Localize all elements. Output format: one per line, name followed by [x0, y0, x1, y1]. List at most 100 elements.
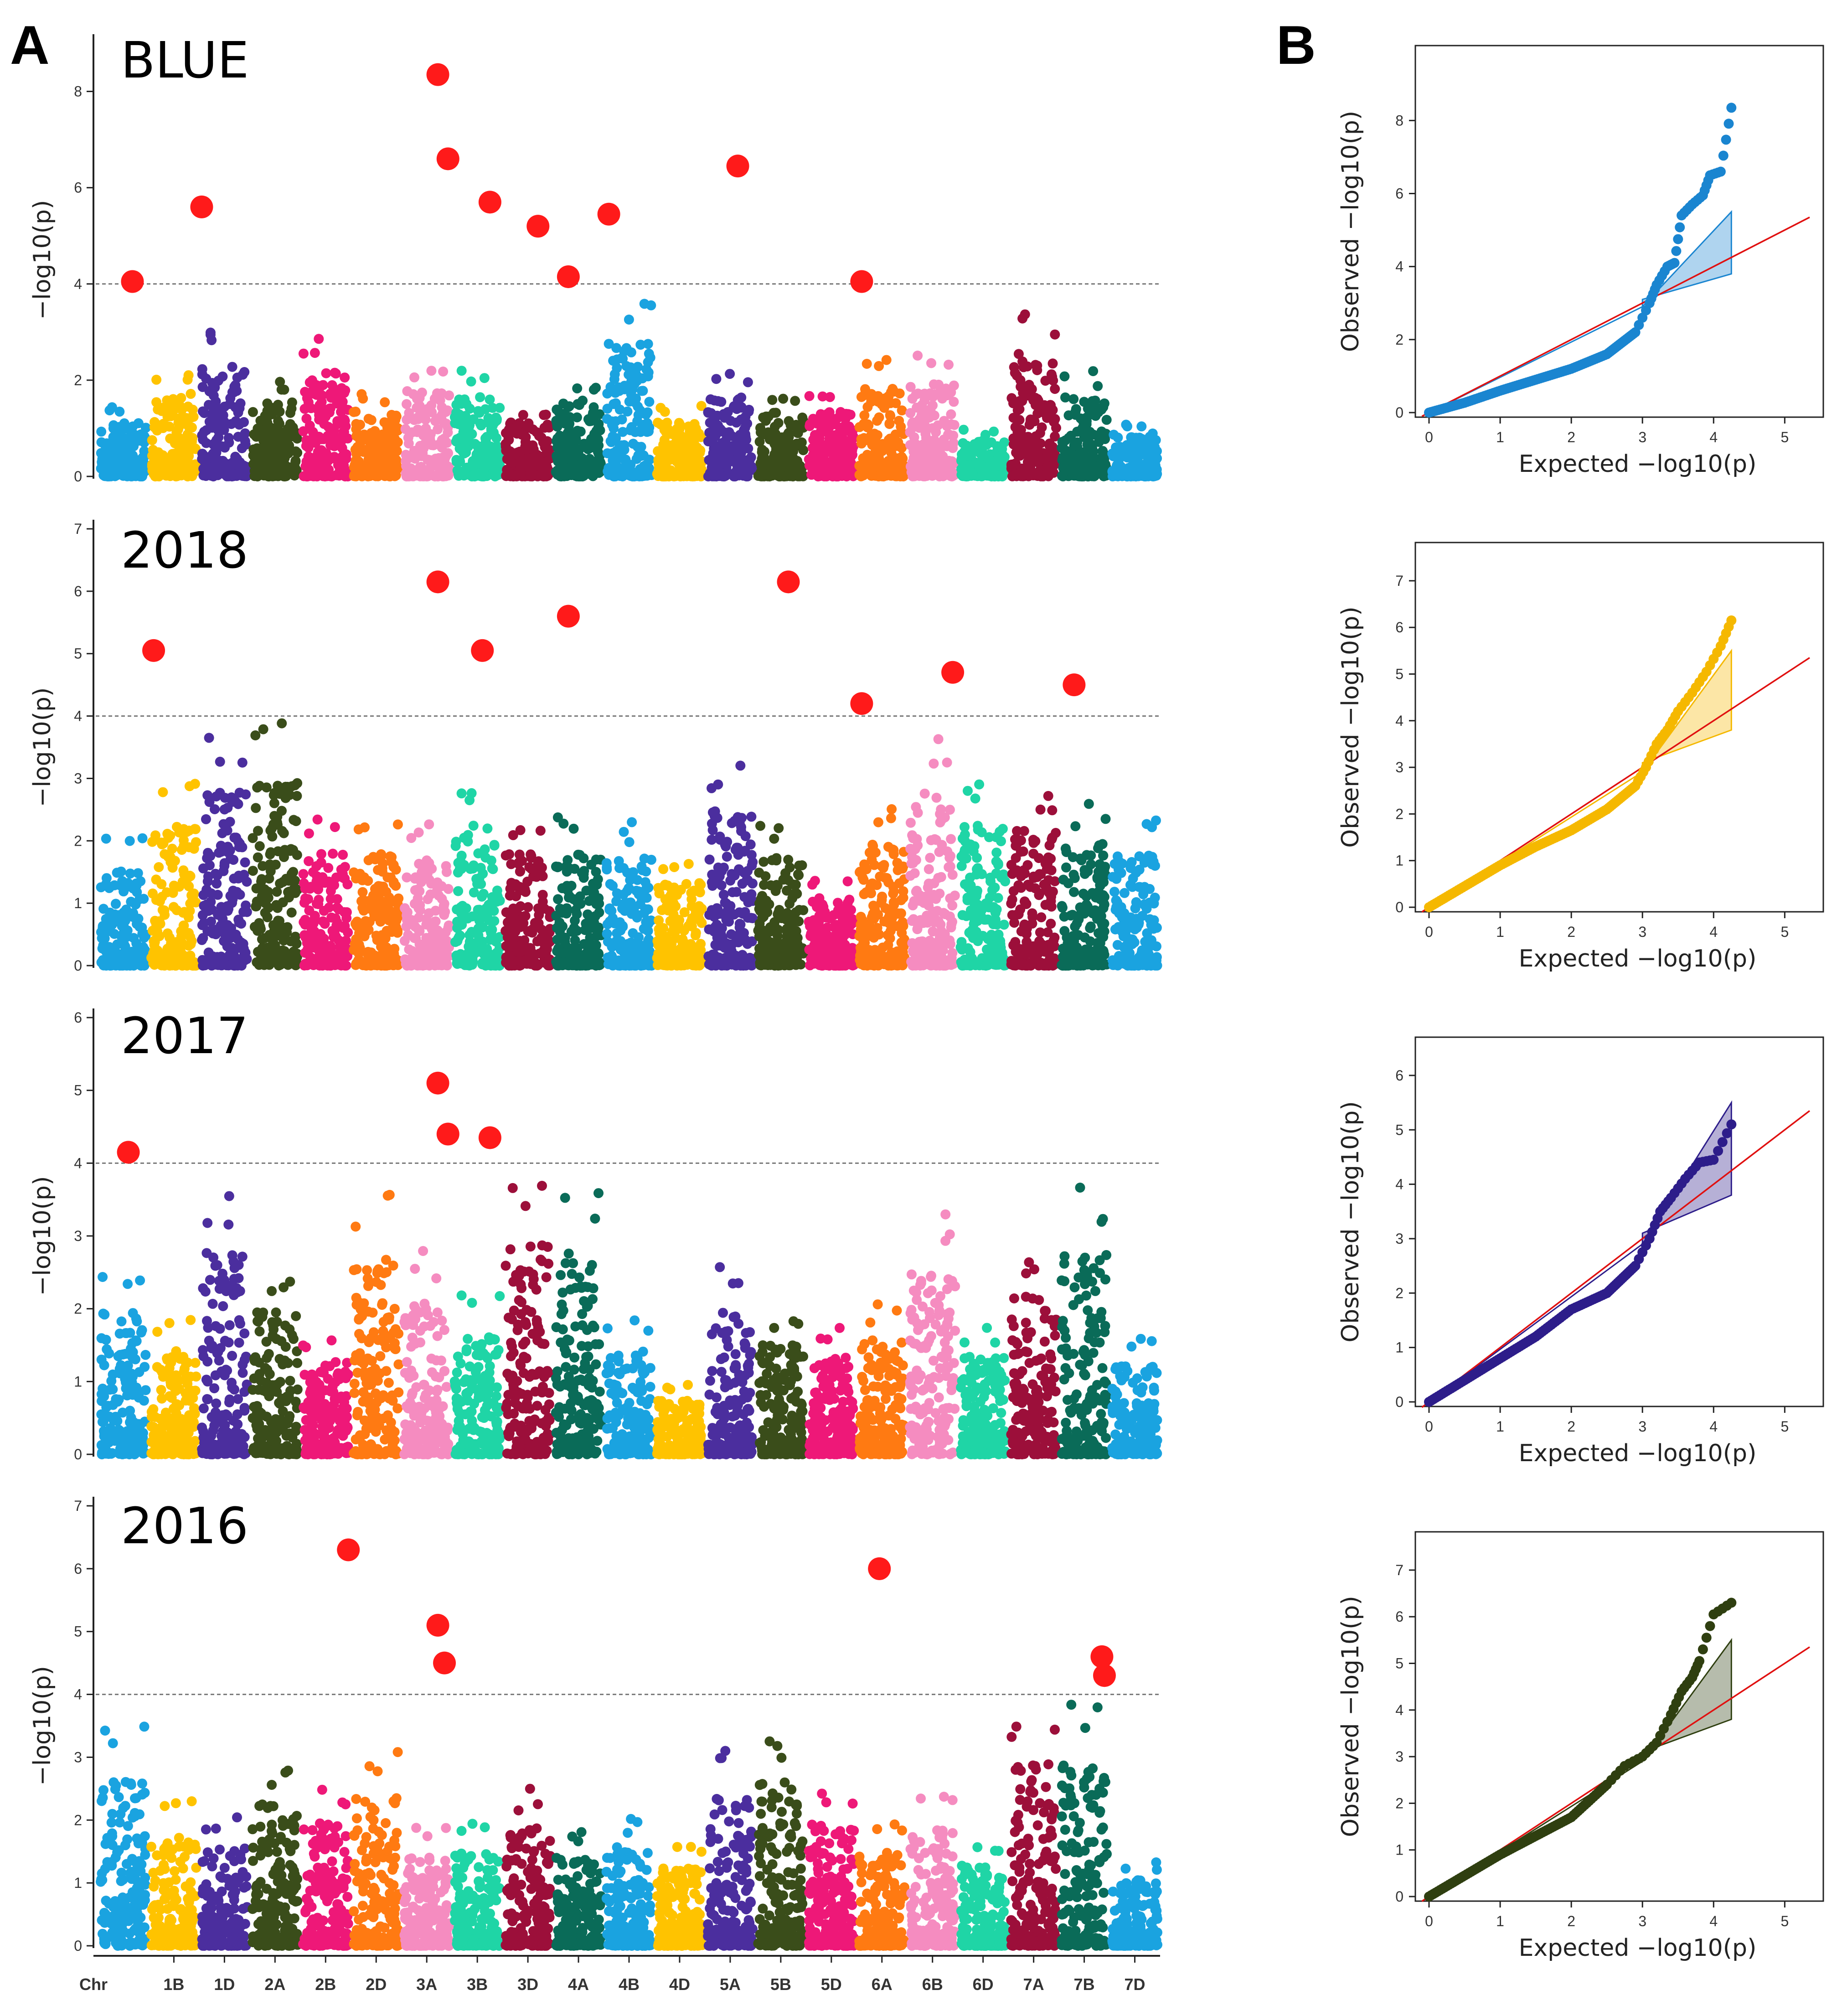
chromosome-6A-points	[854, 355, 910, 481]
snp-point	[810, 467, 820, 477]
snp-point	[125, 455, 135, 465]
snp-point	[182, 374, 193, 385]
significant-snp-1A	[121, 270, 144, 293]
snp-point	[204, 733, 214, 743]
snp-point	[1119, 446, 1129, 457]
snp-point	[373, 865, 383, 875]
snp-point	[439, 434, 449, 444]
snp-point	[291, 816, 301, 827]
snp-point	[588, 434, 599, 445]
snp-point	[771, 408, 781, 418]
snp-point	[737, 403, 747, 413]
snp-point	[172, 403, 182, 413]
snp-point	[301, 441, 311, 451]
snp-point	[128, 421, 138, 432]
snp-point	[1068, 394, 1079, 404]
significant-snp-3D	[526, 215, 550, 238]
snp-point	[946, 409, 956, 419]
snp-point	[430, 916, 441, 926]
snp-point	[219, 804, 230, 815]
snp-point	[790, 396, 800, 406]
snp-point	[1035, 438, 1046, 449]
snp-point	[380, 911, 390, 922]
snp-point	[602, 388, 613, 399]
manhattan-plots: 02468−log10(p)BLUE01234567−log10(p)20180…	[29, 31, 1162, 1954]
y-tick-label: 2	[74, 832, 82, 849]
snp-point	[508, 471, 519, 481]
snp-point	[254, 841, 265, 851]
snp-point	[224, 469, 235, 479]
significant-snp-6A	[850, 270, 873, 293]
snp-point	[655, 403, 666, 413]
snp-point	[942, 441, 952, 451]
snp-point	[233, 873, 243, 884]
snp-point	[1073, 450, 1083, 461]
snp-point	[277, 922, 288, 933]
snp-point	[211, 791, 222, 801]
snp-point	[273, 468, 284, 478]
snp-point	[824, 407, 835, 418]
snp-point	[914, 470, 924, 481]
snp-point	[413, 925, 423, 935]
y-tick-label: 4	[74, 708, 82, 724]
snp-point	[303, 946, 313, 956]
snp-point	[340, 862, 350, 872]
snp-point	[619, 440, 629, 450]
snp-point	[292, 778, 303, 788]
significant-snp-4B	[597, 202, 620, 226]
snp-point	[452, 923, 463, 933]
snp-point	[1081, 413, 1092, 423]
chromosome-1B-points	[146, 779, 201, 971]
snp-point	[151, 874, 161, 885]
snp-point	[1037, 422, 1047, 433]
snp-point	[706, 408, 716, 419]
snp-point	[116, 469, 126, 480]
chromosome-3A-points	[399, 819, 454, 971]
snp-point	[476, 468, 487, 478]
snp-point	[1150, 442, 1160, 452]
y-tick-label: 4	[74, 276, 82, 292]
snp-point	[464, 930, 475, 940]
snp-point	[715, 424, 726, 434]
snp-point	[308, 918, 319, 929]
snp-point	[713, 450, 724, 461]
snp-point	[999, 437, 1010, 448]
snp-point	[602, 448, 613, 459]
snp-point	[114, 406, 125, 417]
panel-a-label: A	[10, 15, 50, 76]
snp-point	[111, 899, 121, 909]
snp-point	[1150, 471, 1160, 481]
snp-point	[1087, 442, 1097, 453]
snp-point	[388, 949, 399, 959]
y-axis-title: −log10(p)	[29, 688, 56, 807]
snp-point	[1016, 424, 1026, 435]
snp-point	[413, 424, 423, 435]
snp-point	[1136, 421, 1147, 432]
snp-point	[862, 359, 872, 369]
snp-point	[310, 438, 321, 448]
snp-point	[316, 397, 327, 407]
snp-point	[964, 470, 974, 481]
snp-point	[691, 424, 701, 434]
snp-point	[671, 442, 682, 453]
snp-point	[155, 459, 166, 470]
snp-point	[356, 389, 367, 399]
snp-point	[631, 393, 641, 404]
snp-point	[885, 398, 896, 408]
snp-point	[727, 431, 737, 441]
snp-point	[225, 399, 235, 409]
snp-point	[755, 471, 766, 481]
snp-point	[205, 860, 215, 870]
snp-point	[386, 857, 397, 867]
snp-point	[444, 390, 454, 401]
snp-point	[943, 462, 954, 472]
snp-point	[438, 940, 449, 950]
snp-point	[1093, 381, 1103, 391]
snp-point	[275, 879, 285, 889]
snp-point	[129, 441, 139, 451]
y-tick-label: 6	[74, 583, 82, 600]
snp-point	[151, 374, 162, 385]
snp-point	[433, 890, 444, 901]
snp-point	[216, 902, 227, 912]
snp-point	[451, 399, 462, 410]
